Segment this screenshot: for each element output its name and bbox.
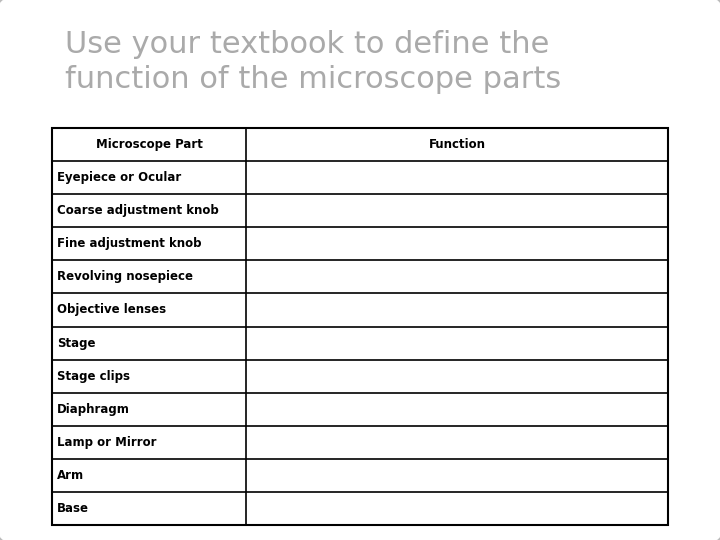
Text: Objective lenses: Objective lenses	[57, 303, 166, 316]
Text: Revolving nosepiece: Revolving nosepiece	[57, 271, 193, 284]
Bar	[52, 128, 668, 525]
Text: Fine adjustment knob: Fine adjustment knob	[57, 237, 202, 251]
Text: Microscope Part: Microscope Part	[96, 138, 202, 151]
Text: Eyepiece or Ocular: Eyepiece or Ocular	[57, 171, 181, 184]
Text: Coarse adjustment knob: Coarse adjustment knob	[57, 204, 219, 217]
Text: Diaphragm: Diaphragm	[57, 403, 130, 416]
Text: Base: Base	[57, 502, 89, 515]
Text: Arm: Arm	[57, 469, 84, 482]
Text: Stage: Stage	[57, 336, 96, 349]
Text: Stage clips: Stage clips	[57, 369, 130, 383]
Text: Lamp or Mirror: Lamp or Mirror	[57, 436, 156, 449]
Text: Use your textbook to define the
function of the microscope parts: Use your textbook to define the function…	[65, 30, 562, 94]
Text: Function: Function	[428, 138, 485, 151]
